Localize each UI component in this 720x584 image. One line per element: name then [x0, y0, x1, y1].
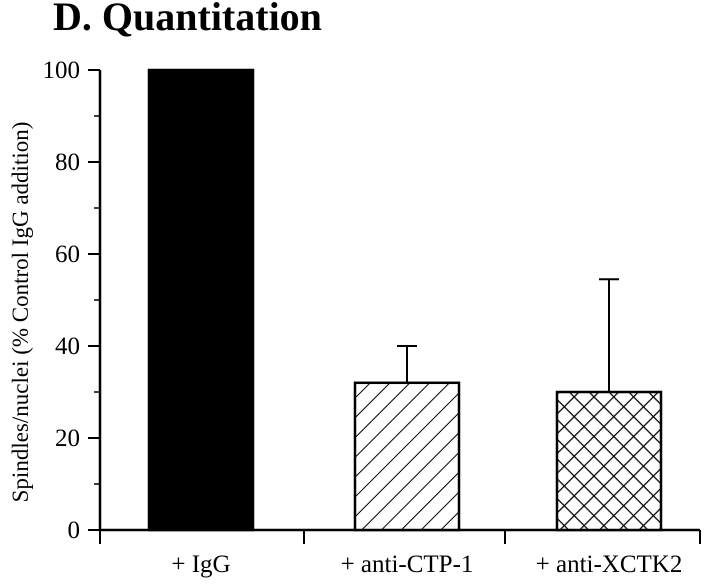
- y-tick-label: 40: [55, 333, 80, 360]
- bar-3: [555, 390, 663, 532]
- y-tick-label: 20: [55, 425, 80, 452]
- y-tick-label: 60: [55, 241, 80, 268]
- x-tick-label-3: + anti-XCTK2: [536, 551, 683, 578]
- bar-1: [147, 68, 255, 532]
- y-axis-label: Spindles/nuclei (% Control IgG addition): [8, 122, 33, 503]
- x-tick-label-1: + IgG: [171, 551, 230, 578]
- chart-title: D. Quantitation: [53, 0, 322, 39]
- y-tick-label: 0: [68, 517, 81, 544]
- bar-2: [353, 381, 461, 532]
- plot-area: 0 20 40 60 80 100 + IgG + anti-CTP-1 + anti-XCTK…: [43, 57, 701, 578]
- y-tick-label: 100: [43, 57, 81, 84]
- y-tick-label: 80: [55, 149, 80, 176]
- x-tick-label-2: + anti-CTP-1: [341, 551, 474, 578]
